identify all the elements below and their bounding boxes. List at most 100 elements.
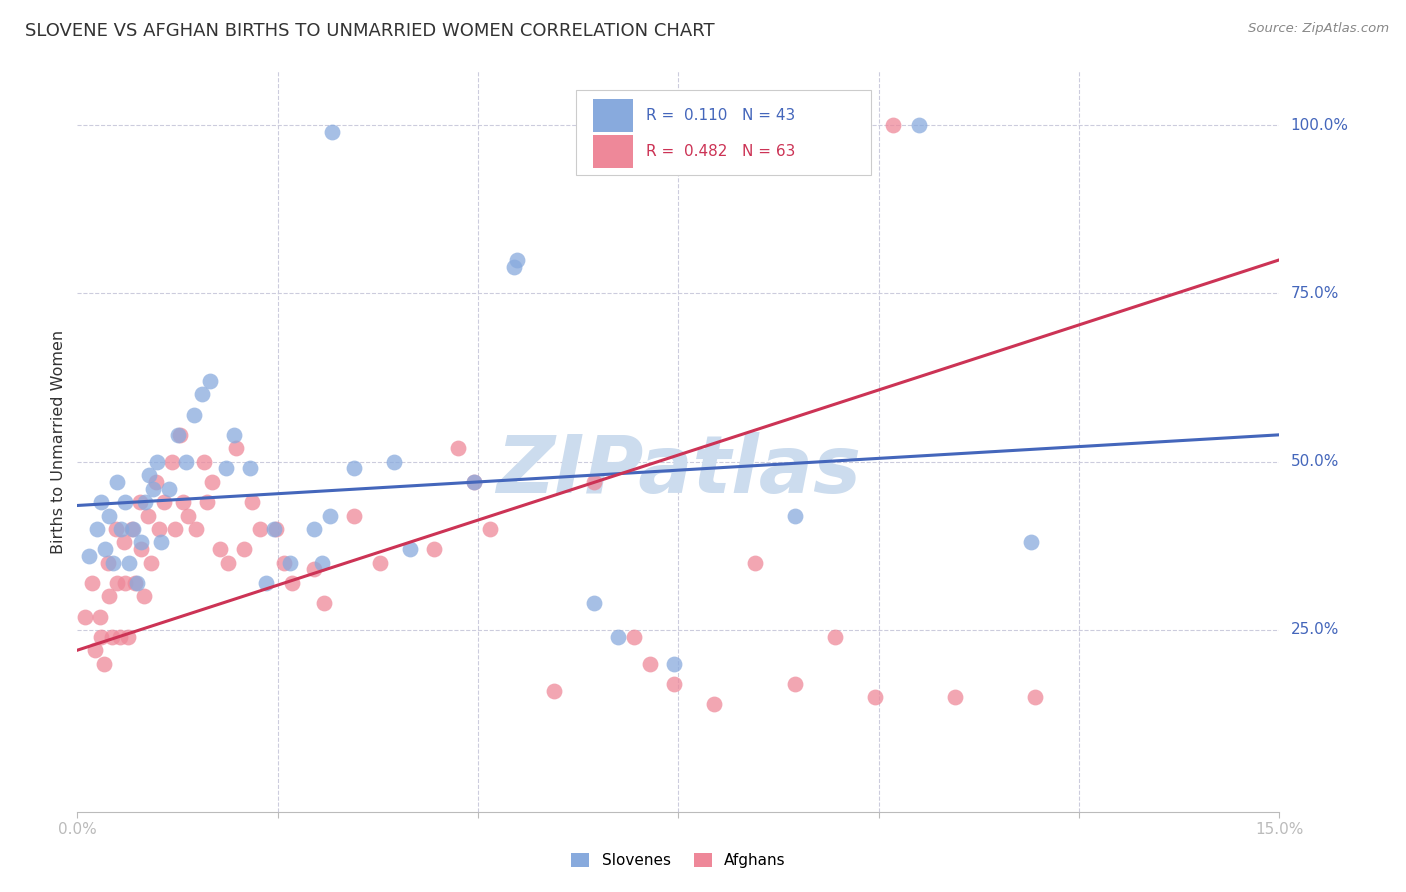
Point — [249, 522, 271, 536]
Point — [84, 643, 107, 657]
Point — [128, 495, 150, 509]
Point — [112, 535, 135, 549]
Point — [479, 522, 502, 536]
Point — [97, 556, 120, 570]
Point — [98, 508, 121, 523]
Point — [423, 542, 446, 557]
Point — [89, 609, 111, 624]
Point — [505, 252, 527, 267]
Text: Source: ZipAtlas.com: Source: ZipAtlas.com — [1249, 22, 1389, 36]
Point — [607, 630, 630, 644]
Point — [124, 575, 146, 590]
Point — [664, 677, 686, 691]
Point — [463, 475, 485, 489]
Point — [198, 374, 221, 388]
Point — [150, 535, 173, 549]
Point — [172, 495, 194, 509]
Point — [703, 697, 725, 711]
Text: 25.0%: 25.0% — [1291, 623, 1339, 638]
Point — [131, 542, 153, 557]
Point — [177, 508, 200, 523]
Point — [222, 427, 245, 442]
Point — [98, 590, 121, 604]
Point — [146, 455, 169, 469]
Point — [447, 442, 470, 456]
Point — [302, 522, 325, 536]
Point — [824, 630, 846, 644]
Point — [94, 542, 117, 557]
Point — [208, 542, 231, 557]
Point — [121, 522, 143, 536]
Point — [311, 556, 333, 570]
Point — [664, 657, 686, 671]
Point — [783, 677, 806, 691]
Point — [863, 690, 886, 705]
Point — [114, 495, 136, 509]
Point — [343, 508, 366, 523]
Point — [273, 556, 295, 570]
Y-axis label: Births to Unmarried Women: Births to Unmarried Women — [51, 329, 66, 554]
Point — [145, 475, 167, 489]
Point — [134, 495, 156, 509]
Point — [184, 522, 207, 536]
Point — [583, 596, 606, 610]
FancyBboxPatch shape — [593, 135, 633, 168]
Point — [138, 468, 160, 483]
Point — [302, 562, 325, 576]
Point — [382, 455, 405, 469]
Point — [165, 522, 187, 536]
Point — [1024, 690, 1046, 705]
Point — [640, 657, 662, 671]
Point — [153, 495, 176, 509]
Point — [783, 508, 806, 523]
Point — [160, 455, 183, 469]
Point — [193, 455, 215, 469]
Point — [103, 556, 125, 570]
Text: 50.0%: 50.0% — [1291, 454, 1339, 469]
Point — [110, 522, 132, 536]
Point — [321, 125, 343, 139]
Point — [118, 556, 141, 570]
Point — [139, 556, 162, 570]
Point — [142, 482, 165, 496]
Point — [101, 630, 124, 644]
Point — [319, 508, 342, 523]
Point — [264, 522, 287, 536]
Point — [90, 630, 112, 644]
Text: 75.0%: 75.0% — [1291, 286, 1339, 301]
Point — [148, 522, 170, 536]
Point — [828, 118, 851, 132]
Point — [104, 522, 127, 536]
Text: 100.0%: 100.0% — [1291, 118, 1348, 133]
Point — [217, 556, 239, 570]
Point — [159, 482, 181, 496]
Text: R =  0.110   N = 43: R = 0.110 N = 43 — [645, 108, 796, 123]
Point — [882, 118, 904, 132]
Point — [744, 556, 766, 570]
Point — [80, 575, 103, 590]
Point — [239, 461, 262, 475]
Point — [201, 475, 224, 489]
Point — [86, 522, 108, 536]
Point — [583, 475, 606, 489]
Point — [107, 475, 129, 489]
FancyBboxPatch shape — [576, 90, 870, 175]
Point — [399, 542, 422, 557]
Point — [166, 427, 188, 442]
Point — [90, 495, 112, 509]
Point — [136, 508, 159, 523]
Point — [127, 575, 149, 590]
Point — [343, 461, 366, 475]
Point — [543, 683, 565, 698]
Point — [132, 590, 155, 604]
Point — [503, 260, 526, 274]
Point — [368, 556, 391, 570]
Point — [623, 630, 645, 644]
Point — [463, 475, 485, 489]
FancyBboxPatch shape — [593, 99, 633, 132]
Point — [214, 461, 236, 475]
Point — [75, 609, 97, 624]
Point — [240, 495, 263, 509]
Legend: Slovenes, Afghans: Slovenes, Afghans — [565, 847, 792, 874]
Point — [117, 630, 139, 644]
